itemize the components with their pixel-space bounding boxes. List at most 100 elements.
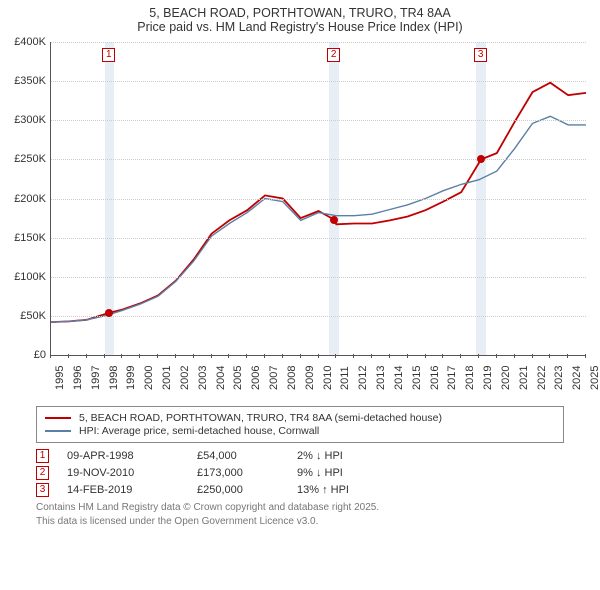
gridline-h — [51, 42, 586, 43]
legend-row: 5, BEACH ROAD, PORTHTOWAN, TRURO, TR4 8A… — [45, 412, 555, 424]
x-axis-tick — [460, 354, 461, 358]
x-axis-label: 2022 — [536, 346, 548, 390]
sales-row-price: £54,000 — [197, 450, 297, 462]
sale-marker-dot — [477, 155, 485, 163]
x-axis-tick — [353, 354, 354, 358]
x-axis-tick — [264, 354, 265, 358]
x-axis-label: 2018 — [464, 346, 476, 390]
x-axis-label: 2009 — [304, 346, 316, 390]
sales-row: 3 14-FEB-2019£250,00013% ↑ HPI — [36, 483, 564, 497]
sales-row-price: £173,000 — [197, 467, 297, 479]
x-axis-tick — [211, 354, 212, 358]
title-line-2: Price paid vs. HM Land Registry's House … — [10, 20, 590, 34]
legend-swatch — [45, 430, 71, 432]
x-axis-label: 2015 — [411, 346, 423, 390]
x-axis-tick — [175, 354, 176, 358]
legend-swatch — [45, 417, 71, 419]
x-axis-label: 2001 — [161, 346, 173, 390]
y-axis-label: £150K — [10, 232, 46, 244]
x-axis-tick — [318, 354, 319, 358]
x-axis-tick — [228, 354, 229, 358]
x-axis-label: 2013 — [375, 346, 387, 390]
x-axis-tick — [300, 354, 301, 358]
y-axis-label: £200K — [10, 193, 46, 205]
y-axis-label: £350K — [10, 75, 46, 87]
x-axis-tick — [104, 354, 105, 358]
sales-row-date: 14-FEB-2019 — [67, 484, 197, 496]
x-axis-tick — [478, 354, 479, 358]
sales-table: 109-APR-1998£54,0002% ↓ HPI 2 19-NOV-2010£… — [36, 449, 564, 497]
chart-title-block: 5, BEACH ROAD, PORTHTOWAN, TRURO, TR4 8A… — [0, 0, 600, 36]
x-axis-tick — [585, 354, 586, 358]
sales-row: 2 19-NOV-2010£173,0009% ↓ HPI — [36, 466, 564, 480]
sales-row-pct: 13% ↑ HPI — [297, 484, 407, 496]
gridline-h — [51, 238, 586, 239]
footer-line-2: This data is licensed under the Open Gov… — [36, 515, 564, 529]
y-axis-label: £50K — [10, 310, 46, 322]
x-axis-label: 2012 — [357, 346, 369, 390]
x-axis-tick — [50, 354, 51, 358]
x-axis-tick — [371, 354, 372, 358]
x-axis-tick — [514, 354, 515, 358]
x-axis-tick — [389, 354, 390, 358]
sales-row: 109-APR-1998£54,0002% ↓ HPI — [36, 449, 564, 463]
gridline-h — [51, 120, 586, 121]
series-line-hpi — [51, 116, 586, 322]
series-line-price_paid — [51, 83, 586, 322]
sales-row-pct: 2% ↓ HPI — [297, 450, 407, 462]
x-axis-tick — [157, 354, 158, 358]
x-axis-label: 2014 — [393, 346, 405, 390]
x-axis-label: 1995 — [54, 346, 66, 390]
x-axis-label: 1997 — [90, 346, 102, 390]
y-axis-label: £100K — [10, 271, 46, 283]
x-axis-label: 2021 — [518, 346, 530, 390]
legend-label: HPI: Average price, semi-detached house,… — [79, 425, 319, 437]
x-axis-label: 2007 — [268, 346, 280, 390]
x-axis-tick — [121, 354, 122, 358]
sales-row-price: £250,000 — [197, 484, 297, 496]
y-axis-label: £400K — [10, 36, 46, 48]
y-axis-label: £250K — [10, 153, 46, 165]
x-axis-label: 2003 — [197, 346, 209, 390]
sales-row-number: 3 — [36, 483, 49, 497]
x-axis-label: 2008 — [286, 346, 298, 390]
sales-row-number: 2 — [36, 466, 49, 480]
x-axis-label: 1998 — [108, 346, 120, 390]
x-axis-tick — [86, 354, 87, 358]
x-axis-label: 2011 — [339, 346, 351, 390]
gridline-h — [51, 316, 586, 317]
x-axis-tick — [282, 354, 283, 358]
chart-area: 123 £0£50K£100K£150K£200K£250K£300K£350K… — [10, 42, 590, 402]
x-axis-label: 2025 — [589, 346, 600, 390]
x-axis-tick — [407, 354, 408, 358]
sales-row-pct: 9% ↓ HPI — [297, 467, 407, 479]
legend-box: 5, BEACH ROAD, PORTHTOWAN, TRURO, TR4 8A… — [36, 406, 564, 443]
legend-row: HPI: Average price, semi-detached house,… — [45, 425, 555, 437]
x-axis-tick — [335, 354, 336, 358]
y-axis-label: £0 — [10, 349, 46, 361]
x-axis-label: 1999 — [125, 346, 137, 390]
sale-marker-box: 1 — [102, 48, 115, 62]
x-axis-label: 2019 — [482, 346, 494, 390]
x-axis-label: 2010 — [322, 346, 334, 390]
x-axis-tick — [442, 354, 443, 358]
x-axis-tick — [193, 354, 194, 358]
x-axis-label: 2024 — [571, 346, 583, 390]
title-line-1: 5, BEACH ROAD, PORTHTOWAN, TRURO, TR4 8A… — [10, 6, 590, 20]
gridline-h — [51, 159, 586, 160]
x-axis-label: 2005 — [232, 346, 244, 390]
sales-row-date: 19-NOV-2010 — [67, 467, 197, 479]
x-axis-label: 2020 — [500, 346, 512, 390]
x-axis-tick — [139, 354, 140, 358]
sale-marker-dot — [330, 216, 338, 224]
x-axis-tick — [246, 354, 247, 358]
x-axis-tick — [68, 354, 69, 358]
sale-marker-box: 2 — [327, 48, 340, 62]
x-axis-label: 2006 — [250, 346, 262, 390]
x-axis-tick — [567, 354, 568, 358]
sale-marker-dot — [105, 309, 113, 317]
plot-region: 1 2 3 — [50, 42, 586, 356]
gridline-h — [51, 199, 586, 200]
x-axis-label: 2000 — [143, 346, 155, 390]
sale-marker-box: 3 — [474, 48, 487, 62]
